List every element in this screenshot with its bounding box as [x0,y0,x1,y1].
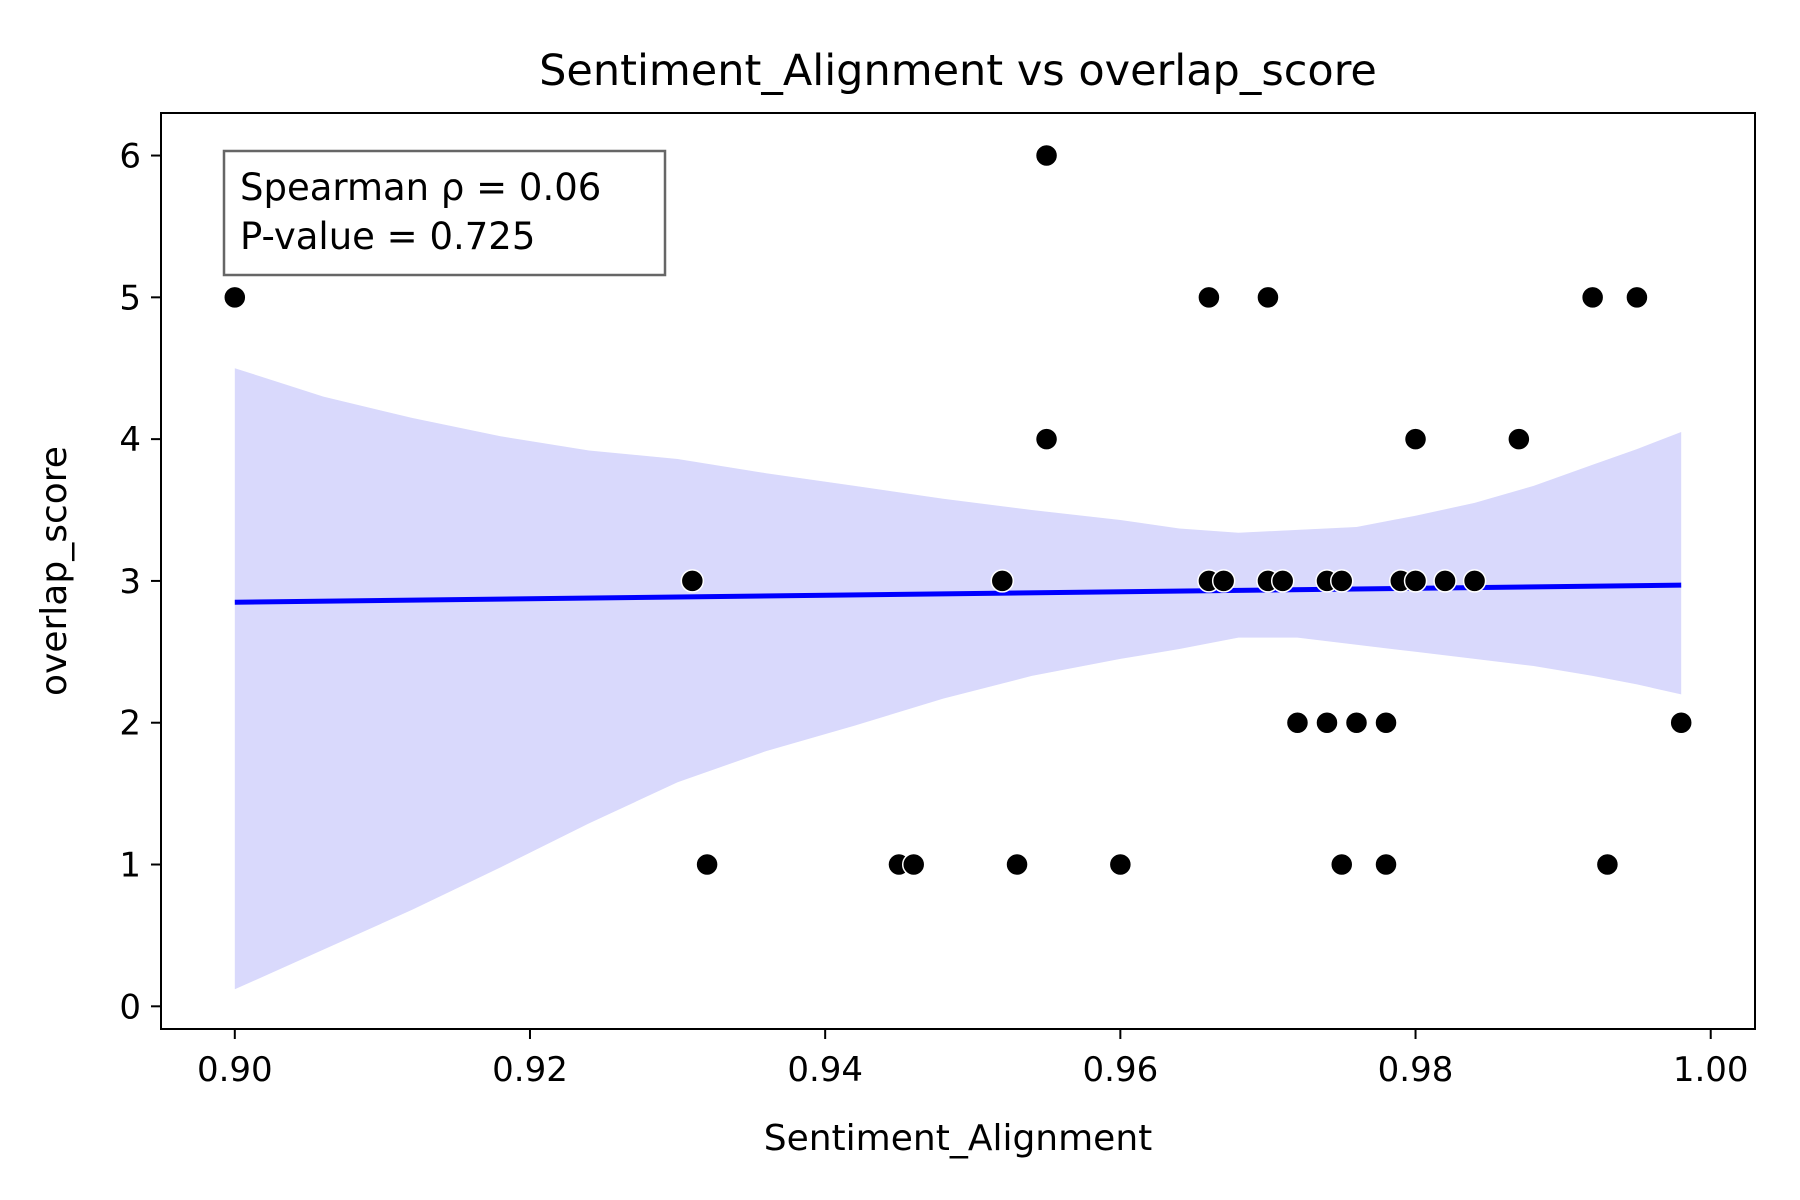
scatter-point [1507,427,1531,451]
scatter-point [1211,569,1236,593]
scatter-point [680,569,705,593]
scatter-point [1374,852,1398,877]
p-value-text: P-value = 0.725 [240,215,535,258]
scatter-point [1625,285,1649,310]
scatter-point [1462,569,1487,593]
scatter-point [1403,427,1428,451]
scatter-point [223,285,247,310]
y-tick-label: 2 [119,704,141,744]
scatter-point [1197,285,1221,310]
x-tick-label: 0.98 [1378,1050,1454,1090]
scatter-point [901,852,926,877]
scatter-point [1344,710,1369,735]
y-axis-ticks: 0 1 2 3 4 5 6 [119,137,161,1027]
chart-title: Sentiment_Alignment vs overlap_score [539,46,1377,96]
scatter-point [1580,285,1605,310]
y-tick-label: 6 [119,137,141,177]
scatter-point [1433,569,1457,593]
scatter-point [1256,285,1280,310]
confidence-band [234,368,1682,990]
scatter-point [1329,569,1354,593]
scatter-point [1285,710,1310,735]
scatter-point [1270,569,1295,593]
scatter-point [1374,710,1398,735]
stats-annotation-box: Spearman ρ = 0.06 P-value = 0.725 [222,149,667,277]
y-tick-label: 5 [119,278,141,318]
plot-area-frame [160,112,1756,1030]
x-axis-label: Sentiment_Alignment [764,1118,1153,1159]
y-tick-label: 4 [119,420,141,460]
x-tick-label: 1.00 [1673,1050,1749,1090]
scatter-point [990,569,1015,593]
scatter-point [1034,427,1059,451]
confidence-band-layer [234,368,1682,990]
scatter-point [1108,852,1133,877]
y-tick-label: 1 [119,846,141,886]
scatter-point [1005,852,1029,877]
x-tick-label: 0.92 [492,1050,568,1090]
scatter-point [1329,852,1354,877]
scatter-point [695,852,719,877]
y-tick-label: 0 [119,987,141,1027]
scatter-point [1315,710,1339,735]
scatter-points-layer [223,143,1693,877]
scatter-point [1669,710,1693,735]
y-tick-label: 3 [119,562,141,602]
spearman-rho-text: Spearman ρ = 0.06 [240,166,601,209]
stats-annotation-frame [222,149,667,277]
scatter-point [1034,143,1059,168]
scatter-point [1595,852,1620,877]
x-tick-label: 0.96 [1083,1050,1159,1090]
y-axis-label: overlap_score [34,446,75,696]
scatter-point [1403,569,1428,593]
x-tick-label: 0.94 [787,1050,863,1090]
x-axis-ticks: 0.90 0.92 0.94 0.96 0.98 1.00 [197,1029,1749,1090]
x-tick-label: 0.90 [197,1050,273,1090]
